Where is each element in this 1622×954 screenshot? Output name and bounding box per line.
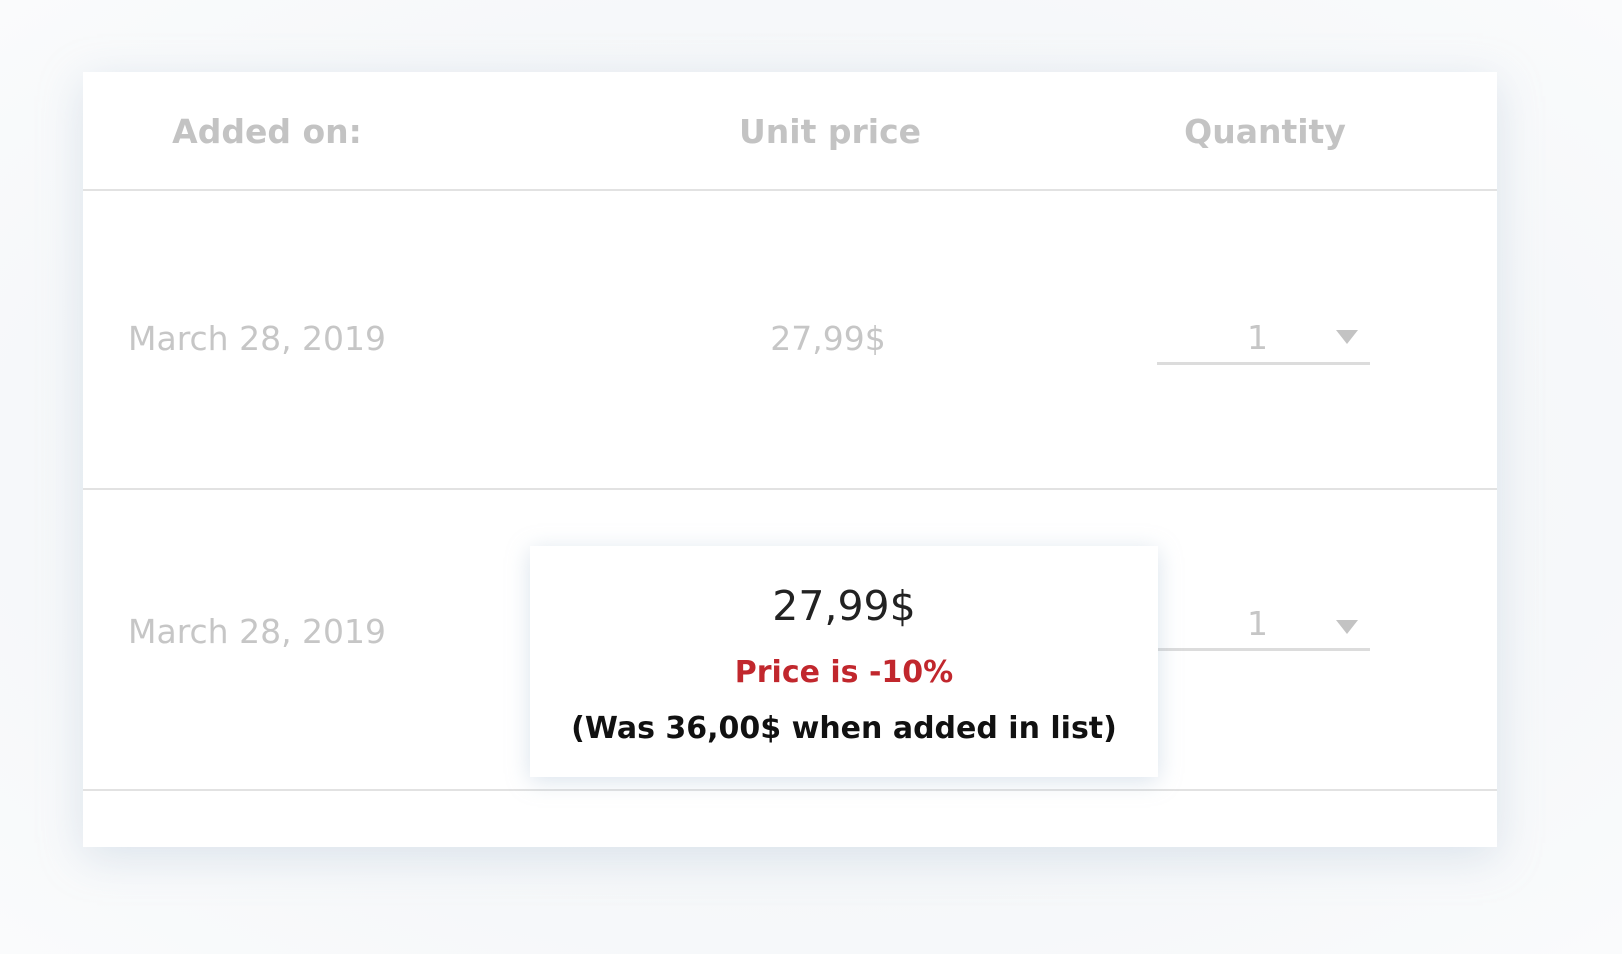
tooltip-original-price: (Was 36,00$ when added in list) — [571, 711, 1117, 746]
quantity-value: 1 — [1247, 318, 1268, 357]
header-unit-price: Unit price — [738, 112, 922, 151]
quantity-select[interactable]: 1 — [1157, 604, 1370, 651]
row-divider — [83, 488, 1497, 490]
header-added-on: Added on: — [172, 112, 362, 151]
tooltip-discount: Price is -10% — [734, 655, 954, 690]
quantity-value: 1 — [1247, 604, 1268, 643]
chevron-down-icon — [1336, 620, 1358, 634]
price-tooltip: 27,99$ Price is -10% (Was 36,00$ when ad… — [530, 546, 1158, 777]
header-quantity: Quantity — [1184, 112, 1346, 151]
tooltip-price: 27,99$ — [772, 582, 916, 630]
row-divider — [83, 789, 1497, 791]
chevron-down-icon — [1336, 330, 1358, 344]
quantity-select[interactable]: 1 — [1157, 318, 1370, 365]
header-divider — [83, 189, 1497, 191]
row-date: March 28, 2019 — [128, 319, 387, 358]
row-unit-price[interactable]: 27,99$ — [770, 319, 886, 358]
row-date: March 28, 2019 — [128, 612, 387, 651]
